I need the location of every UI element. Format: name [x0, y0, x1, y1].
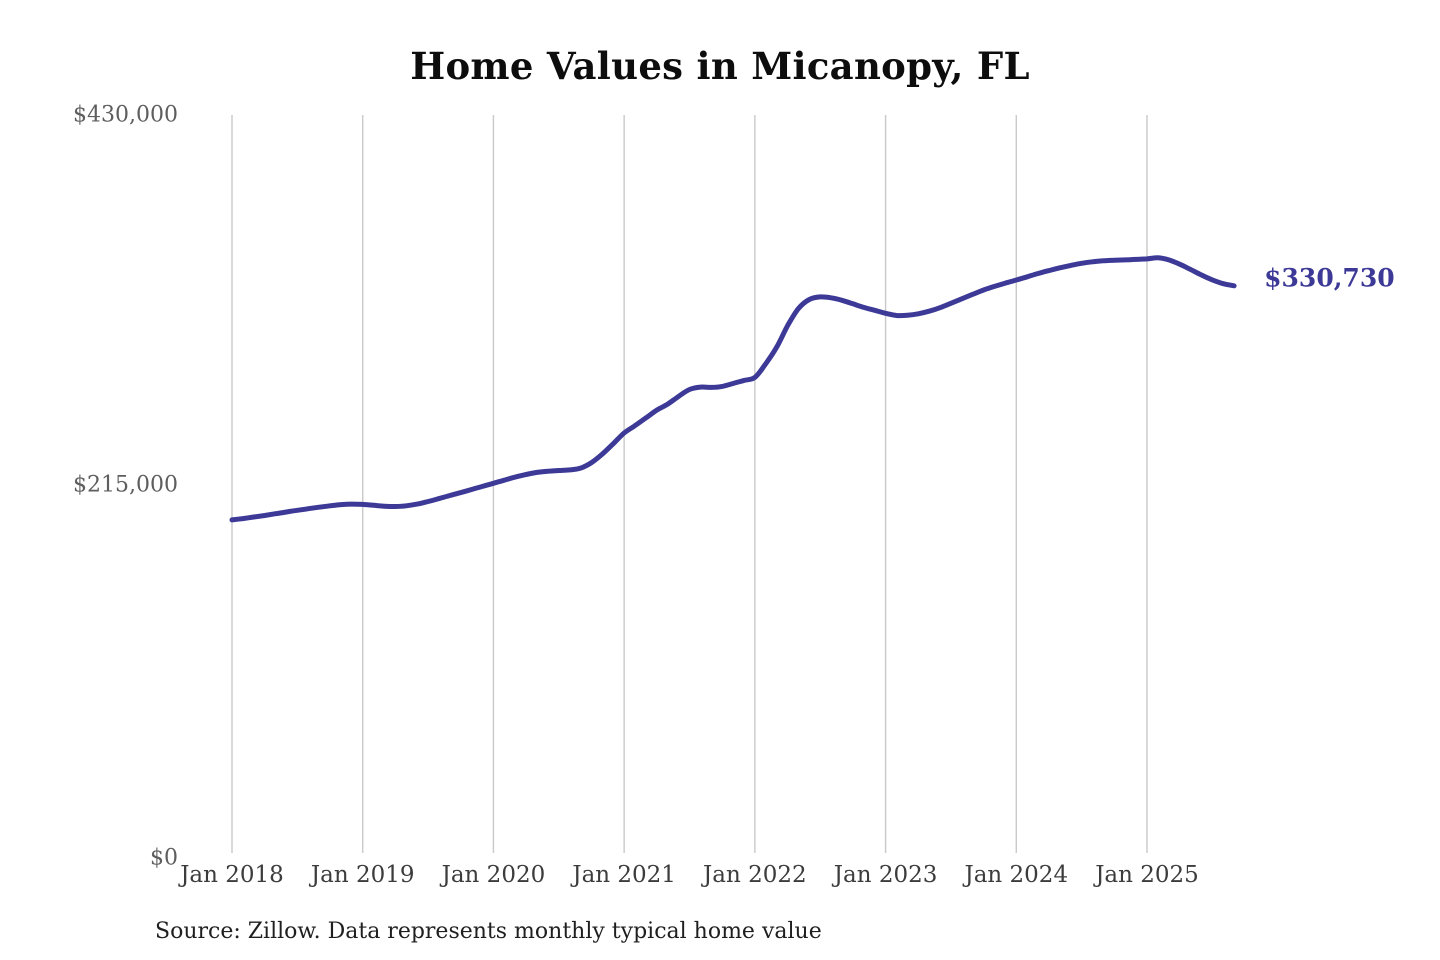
y-tick-label: $430,000: [73, 102, 178, 128]
chart-title: Home Values in Micanopy, FL: [410, 44, 1030, 88]
x-tick-label: Jan 2020: [441, 862, 546, 888]
x-tick-label: Jan 2022: [703, 862, 807, 888]
y-tick-label: $0: [150, 845, 178, 871]
x-tick-label: Jan 2019: [310, 862, 415, 888]
x-tick-label: Jan 2021: [572, 862, 676, 888]
y-tick-label: $215,000: [73, 472, 178, 498]
x-tick-label: Jan 2024: [964, 862, 1069, 888]
x-tick-label: Jan 2018: [180, 862, 284, 888]
source-note: Source: Zillow. Data represents monthly …: [155, 919, 822, 944]
x-tick-label: Jan 2023: [833, 862, 938, 888]
x-tick-label: Jan 2025: [1095, 862, 1199, 888]
current-value-label: $330,730: [1264, 263, 1395, 293]
home-value-line: [229, 255, 1237, 523]
